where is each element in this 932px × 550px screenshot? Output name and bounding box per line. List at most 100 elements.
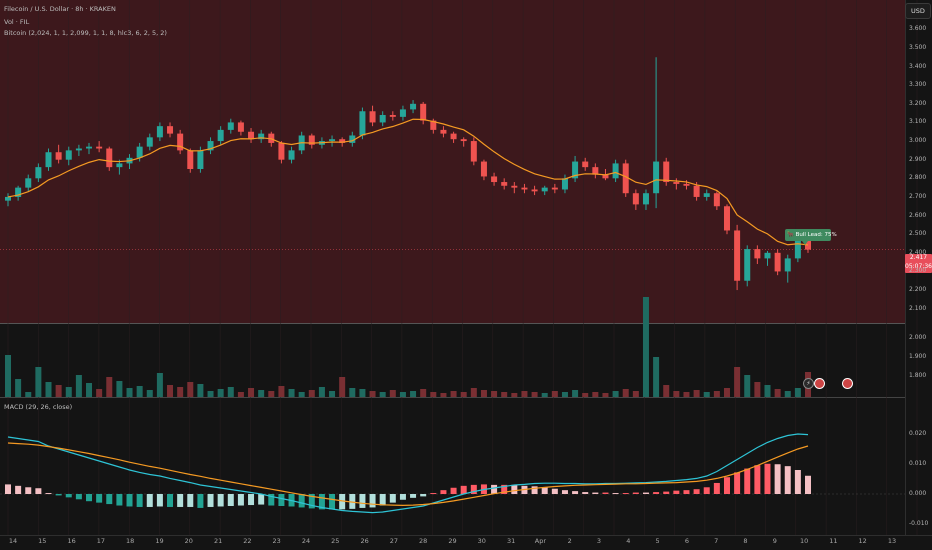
macd-histogram-bar xyxy=(248,494,255,506)
macd-histogram-bar xyxy=(298,494,305,508)
candle-body xyxy=(5,196,11,201)
volume-bar xyxy=(501,392,508,397)
candle-body xyxy=(106,148,113,168)
volume-bar xyxy=(167,385,174,397)
macd-histogram-bar xyxy=(622,493,629,495)
macd-histogram-bar xyxy=(167,494,174,507)
time-tick: 24 xyxy=(301,537,311,545)
macd-histogram-bar xyxy=(35,488,42,494)
candle-body xyxy=(582,161,589,168)
time-tick: 17 xyxy=(96,537,106,545)
price-tick: 2.900 xyxy=(909,155,927,163)
volume-bar xyxy=(541,393,548,397)
macd-histogram-bar xyxy=(55,494,62,496)
macd-legend[interactable]: MACD (29, 26, close) xyxy=(4,403,73,411)
volume-bar xyxy=(35,367,42,397)
volume-bar xyxy=(339,377,346,397)
macd-tick: 0.020 xyxy=(909,430,927,437)
volume-bar xyxy=(673,391,680,397)
symbol-legend[interactable]: Filecoin / U.S. Dollar · 8h · KRAKEN xyxy=(4,5,116,13)
macd-histogram-bar xyxy=(106,494,113,505)
volume-bar xyxy=(491,391,498,397)
volume-bar xyxy=(65,387,72,397)
macd-tick: 0.010 xyxy=(909,460,927,467)
volume-legend[interactable]: Vol · FIL xyxy=(4,18,30,26)
price-tick: 3.400 xyxy=(909,62,927,70)
candle-body xyxy=(156,126,163,138)
candle-body xyxy=(450,133,457,140)
volume-bar xyxy=(703,392,710,397)
macd-histogram-bar xyxy=(268,494,275,506)
last-price: 2.417 xyxy=(909,254,928,261)
volume-bar xyxy=(5,355,11,397)
candle-body xyxy=(227,122,234,130)
macd-histogram-bar xyxy=(541,487,548,494)
macd-histogram-bar xyxy=(703,487,710,494)
pane-divider xyxy=(0,397,905,398)
candle-body xyxy=(237,122,244,132)
event-icon[interactable]: ⚡ xyxy=(803,378,814,389)
time-tick: 29 xyxy=(448,537,457,545)
candle-body xyxy=(774,252,781,272)
volume-bar xyxy=(561,392,568,397)
time-tick: Apr xyxy=(534,537,547,545)
indicator-legend[interactable]: Bitcoin (2,024, 1, 1, 2,099, 1, 1, 8, hl… xyxy=(4,29,167,37)
macd-histogram-bar xyxy=(723,477,730,494)
macd-histogram-bar xyxy=(156,494,163,507)
volume-bar xyxy=(207,391,214,397)
currency-button[interactable]: USD xyxy=(905,3,931,19)
macd-histogram-bar xyxy=(683,490,690,494)
volume-bar xyxy=(592,392,599,397)
candle-body xyxy=(217,129,224,142)
candle-body xyxy=(288,150,295,160)
time-tick: 21 xyxy=(213,537,223,545)
flag-icon[interactable] xyxy=(814,378,825,389)
time-tick: 31 xyxy=(506,537,516,545)
candle-body xyxy=(683,183,690,186)
volume-bar xyxy=(177,387,184,397)
price-tick: 3.600 xyxy=(909,25,927,33)
candle-body xyxy=(521,187,528,190)
candle-body xyxy=(734,230,741,281)
volume-bar xyxy=(136,386,143,397)
macd-histogram-bar xyxy=(349,494,356,509)
volume-bar xyxy=(713,391,720,397)
candle-body xyxy=(136,146,143,158)
price-tick: 2.200 xyxy=(909,286,927,294)
candle-body xyxy=(622,163,629,194)
volume-bar xyxy=(258,390,265,397)
macd-tick: 0.000 xyxy=(909,490,927,497)
macd-histogram-bar xyxy=(369,494,376,508)
candle-body xyxy=(177,133,184,151)
macd-histogram-bar xyxy=(237,494,244,506)
flag-icon[interactable] xyxy=(842,378,853,389)
candle-body xyxy=(713,193,720,207)
candle-body xyxy=(764,252,771,259)
candle-body xyxy=(116,163,123,168)
macd-histogram-bar xyxy=(642,492,649,494)
volume-bar xyxy=(572,390,579,397)
time-tick: 7 xyxy=(714,537,719,545)
macd-histogram-bar xyxy=(784,466,791,494)
time-tick: 3 xyxy=(596,537,602,545)
volume-bar xyxy=(389,390,396,397)
macd-histogram-bar xyxy=(187,494,194,507)
macd-histogram-bar xyxy=(764,463,771,494)
macd-histogram-bar xyxy=(734,472,741,494)
volume-bar xyxy=(551,391,558,397)
macd-histogram-bar xyxy=(410,494,417,498)
time-tick: 2 xyxy=(567,537,572,545)
volume-bar xyxy=(217,389,224,397)
candle-body xyxy=(359,111,366,136)
macd-histogram-bar xyxy=(86,494,93,502)
candle-body xyxy=(379,114,386,123)
volume-bar xyxy=(642,297,649,397)
volume-bar xyxy=(349,388,356,397)
price-tick: 3.000 xyxy=(909,137,927,145)
candle-body xyxy=(480,161,487,177)
candle-body xyxy=(430,120,437,130)
time-tick: 15 xyxy=(38,537,47,545)
macd-histogram-bar xyxy=(389,494,396,503)
macd-histogram-bar xyxy=(663,491,670,494)
